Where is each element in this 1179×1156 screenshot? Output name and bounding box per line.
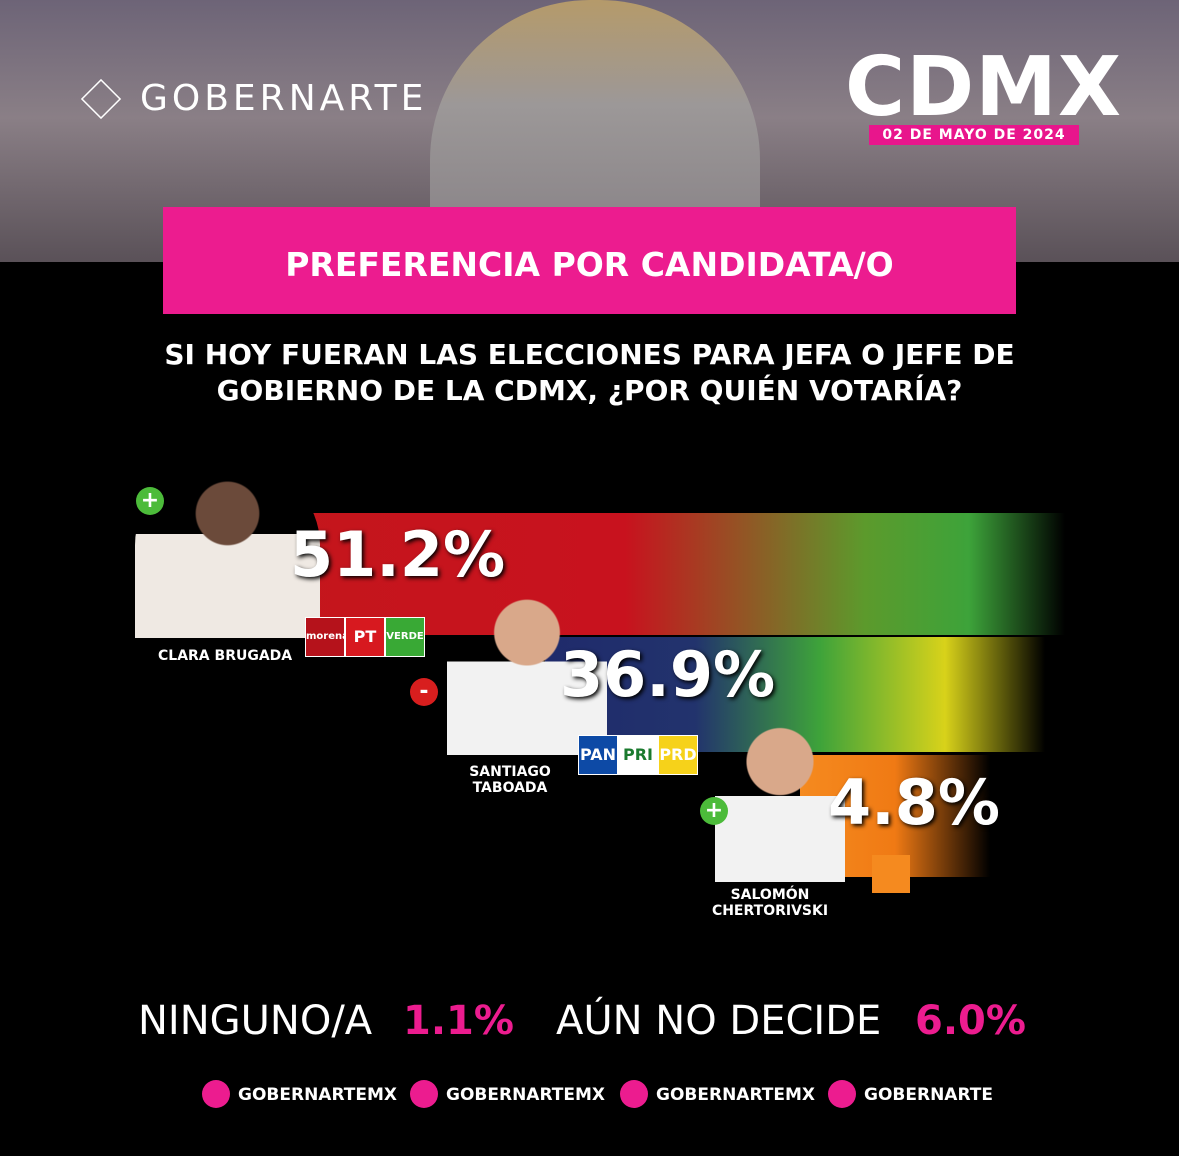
bar — [265, 513, 1065, 635]
header-date: 02 DE MAYO DE 2024 — [869, 125, 1079, 145]
other-label: AÚN NO DECIDE — [556, 998, 882, 1044]
party-logo: PT — [345, 617, 385, 657]
candidate-name: TABOADA — [472, 780, 548, 796]
candidate-name: SALOMÓN — [730, 887, 810, 903]
party-logo: PRD — [658, 735, 698, 775]
social-icon — [828, 1080, 856, 1108]
section-title: PREFERENCIA POR CANDIDATA/O — [163, 207, 1016, 314]
trend-icon: + — [700, 797, 728, 825]
social-icon — [202, 1080, 230, 1108]
social-handle: GOBERNARTEMX — [446, 1085, 606, 1105]
header-title: CDMX — [845, 40, 1123, 135]
party-logo: PAN — [578, 735, 618, 775]
candidate-value: 51.2% — [290, 518, 506, 591]
candidate-name: SANTIAGO — [469, 764, 551, 780]
trend-icon: - — [410, 678, 438, 706]
party-logo: PRI — [618, 735, 658, 775]
trend-icon: + — [136, 487, 164, 515]
question-line: GOBIERNO DE LA CDMX, ¿POR QUIÉN VOTARÍA? — [216, 374, 963, 407]
party-logo: VERDE — [385, 617, 425, 657]
candidate-value: 36.9% — [560, 638, 776, 711]
candidate-value: 4.8% — [828, 766, 1000, 839]
photo — [135, 465, 320, 638]
other-value: 6.0% — [915, 998, 1026, 1044]
social-handle: GOBERNARTE — [864, 1085, 993, 1105]
other-label: NINGUNO/A — [138, 998, 373, 1044]
brand: GOBERNARTE — [140, 78, 428, 119]
candidate-name: CHERTORIVSKI — [711, 903, 829, 919]
social-icon — [620, 1080, 648, 1108]
photo — [715, 710, 845, 882]
party-logo: morena — [305, 617, 345, 657]
candidate-name: CLARA BRUGADA — [158, 648, 293, 664]
photo — [447, 585, 607, 755]
social-handle: GOBERNARTEMX — [238, 1085, 398, 1105]
social-handle: GOBERNARTEMX — [656, 1085, 816, 1105]
party-logo — [872, 855, 910, 893]
other-value: 1.1% — [403, 998, 514, 1044]
question-line: SI HOY FUERAN LAS ELECCIONES PARA JEFA O… — [164, 338, 1015, 371]
social-icon — [410, 1080, 438, 1108]
